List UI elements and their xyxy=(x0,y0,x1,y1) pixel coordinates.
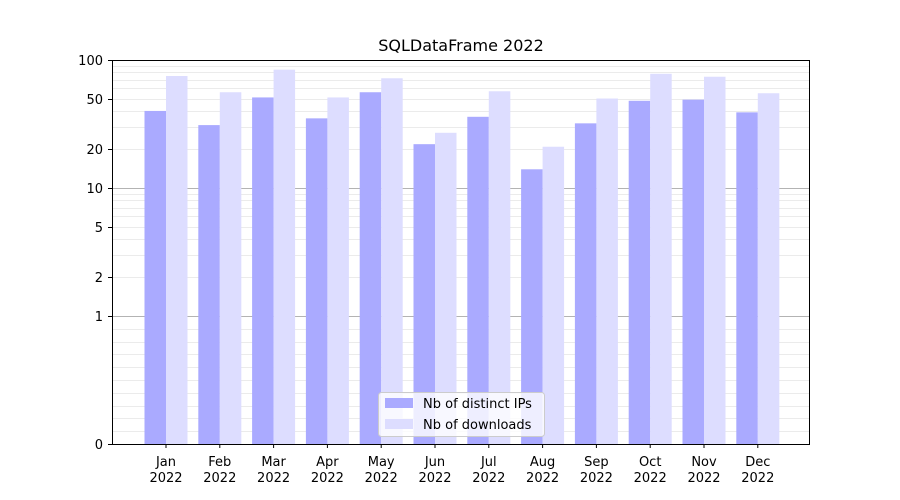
y-tick-label: 20 xyxy=(86,143,103,158)
bar-downloads xyxy=(273,69,296,444)
bar-distinct-ips xyxy=(467,116,489,445)
bar-downloads xyxy=(435,132,457,444)
legend-label-ips: Nb of distinct IPs xyxy=(423,397,532,412)
legend: Nb of distinct IPs Nb of downloads xyxy=(378,392,545,437)
x-tick-label-year: 2022 xyxy=(418,471,451,486)
x-tick-label-month: Mar xyxy=(261,455,286,470)
x-tick-label-month: Aug xyxy=(530,455,555,470)
x-tick-label-year: 2022 xyxy=(580,471,613,486)
legend-label-downloads: Nb of downloads xyxy=(423,418,532,433)
y-tick-label: 0 xyxy=(95,438,103,453)
legend-swatch-ips xyxy=(385,398,413,408)
x-tick-label-year: 2022 xyxy=(149,471,182,486)
y-tick-label: 5 xyxy=(95,221,103,236)
bar-distinct-ips xyxy=(198,125,220,444)
x-tick-label-month: Jun xyxy=(424,455,445,470)
x-tick-label-year: 2022 xyxy=(365,471,398,486)
y-tick-label: 1 xyxy=(95,310,103,325)
x-tick-label-month: Dec xyxy=(745,455,770,470)
bars xyxy=(144,69,780,445)
y-tick-label: 50 xyxy=(86,93,103,108)
bar-downloads xyxy=(757,93,780,444)
bar-distinct-ips xyxy=(305,118,328,445)
bar-downloads xyxy=(596,98,618,445)
bar-distinct-ips xyxy=(359,92,382,444)
bar-distinct-ips xyxy=(252,97,274,444)
y-tick-label: 10 xyxy=(86,182,103,197)
y-tick-label: 100 xyxy=(78,54,103,69)
x-tick-label-month: Oct xyxy=(639,455,661,470)
x-tick-label-month: Jul xyxy=(480,455,497,470)
bar-downloads xyxy=(650,73,672,444)
x-tick-label-month: Sep xyxy=(584,455,609,470)
bar-distinct-ips xyxy=(628,100,651,445)
x-tick-label-month: May xyxy=(368,455,395,470)
bar-distinct-ips xyxy=(574,123,597,444)
bar-downloads xyxy=(488,91,511,444)
legend-swatch-downloads xyxy=(385,419,413,429)
x-tick-label-year: 2022 xyxy=(257,471,290,486)
x-axis: Jan2022Feb2022Mar2022Apr2022May2022Jun20… xyxy=(149,444,774,486)
y-axis: 0 1 2 5 10 20 50 100 xyxy=(78,54,112,453)
x-tick-label-month: Jan xyxy=(155,455,176,470)
bar-downloads xyxy=(166,75,188,444)
plot-frame xyxy=(112,60,810,445)
bar-distinct-ips xyxy=(682,99,704,444)
bar-downloads xyxy=(327,97,349,444)
legend-box xyxy=(378,392,545,437)
bar-downloads xyxy=(219,92,242,444)
x-tick-label-month: Apr xyxy=(316,455,339,470)
bar-distinct-ips xyxy=(521,169,543,445)
chart-title: SQLDataFrame 2022 xyxy=(378,36,544,55)
bar-downloads xyxy=(704,76,726,444)
bar-distinct-ips xyxy=(144,110,166,445)
x-tick-label-year: 2022 xyxy=(526,471,559,486)
x-tick-label-year: 2022 xyxy=(311,471,344,486)
bar-downloads xyxy=(381,78,403,444)
x-tick-label-year: 2022 xyxy=(687,471,720,486)
bar-downloads xyxy=(542,146,565,445)
bar-distinct-ips xyxy=(413,144,435,444)
x-tick-label-year: 2022 xyxy=(634,471,667,486)
x-tick-label-month: Feb xyxy=(208,455,231,470)
bar-distinct-ips xyxy=(736,112,758,445)
x-tick-label-year: 2022 xyxy=(741,471,774,486)
x-tick-label-month: Nov xyxy=(691,455,717,470)
x-tick-label-year: 2022 xyxy=(472,471,505,486)
x-tick-label-year: 2022 xyxy=(203,471,236,486)
y-tick-label: 2 xyxy=(95,271,103,286)
